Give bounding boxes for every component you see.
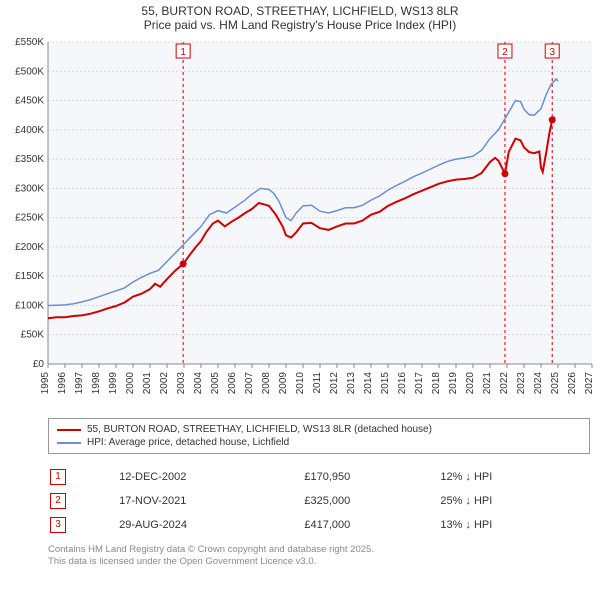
event-row: 1 12-DEC-2002£170,95012% ↓ HPI (50, 466, 588, 488)
svg-text:2020: 2020 (465, 372, 476, 395)
events-table: 1 12-DEC-2002£170,95012% ↓ HPI 2 17-NOV-202… (48, 464, 590, 538)
legend-label: HPI: Average price, detached house, Lich… (87, 437, 289, 448)
svg-text:£450K: £450K (15, 96, 44, 107)
svg-text:2023: 2023 (516, 372, 527, 395)
event-marker: 3 (50, 517, 66, 533)
svg-text:2013: 2013 (346, 372, 357, 395)
svg-text:1998: 1998 (91, 372, 102, 395)
svg-text:1: 1 (180, 47, 186, 58)
svg-text:2022: 2022 (499, 372, 510, 395)
event-delta: 13% ↓ HPI (440, 514, 588, 536)
svg-text:£400K: £400K (15, 125, 44, 136)
svg-text:£50K: £50K (21, 330, 45, 341)
title-block: 55, BURTON ROAD, STREETHAY, LICHFIELD, W… (0, 0, 600, 34)
svg-text:1996: 1996 (57, 372, 68, 395)
svg-text:2016: 2016 (397, 372, 408, 395)
svg-text:2000: 2000 (125, 372, 136, 395)
event-price: £170,950 (304, 466, 438, 488)
svg-text:2: 2 (502, 47, 508, 58)
svg-text:2006: 2006 (227, 372, 238, 395)
svg-text:2026: 2026 (567, 372, 578, 395)
chart-svg: £0 £50K £100K £150K £200K £250K £300K £350K £400… (0, 34, 600, 414)
svg-text:2001: 2001 (142, 372, 153, 395)
svg-text:£250K: £250K (15, 213, 44, 224)
event-marker: 2 (50, 493, 66, 509)
legend-label: 55, BURTON ROAD, STREETHAY, LICHFIELD, W… (87, 424, 432, 435)
event-price: £325,000 (304, 490, 438, 512)
svg-text:2017: 2017 (414, 372, 425, 395)
svg-text:2005: 2005 (210, 372, 221, 395)
chart-container: 55, BURTON ROAD, STREETHAY, LICHFIELD, W… (0, 0, 600, 590)
svg-text:£100K: £100K (15, 300, 44, 311)
svg-text:2011: 2011 (312, 372, 323, 394)
svg-text:2021: 2021 (482, 372, 493, 395)
event-delta: 12% ↓ HPI (440, 466, 588, 488)
legend-swatch (57, 442, 81, 444)
svg-text:£150K: £150K (15, 271, 44, 282)
svg-text:2012: 2012 (329, 372, 340, 395)
event-delta: 25% ↓ HPI (440, 490, 588, 512)
legend-row: HPI: Average price, detached house, Lich… (57, 436, 581, 449)
svg-text:1999: 1999 (108, 372, 119, 395)
svg-text:£350K: £350K (15, 154, 44, 165)
svg-text:£200K: £200K (15, 242, 44, 253)
event-price: £417,000 (304, 514, 438, 536)
svg-text:£500K: £500K (15, 66, 44, 77)
svg-text:2024: 2024 (533, 372, 544, 395)
title-line1: 55, BURTON ROAD, STREETHAY, LICHFIELD, W… (0, 4, 600, 18)
svg-text:2014: 2014 (363, 372, 374, 395)
event-marker: 1 (50, 469, 66, 485)
event-row: 2 17-NOV-2021£325,00025% ↓ HPI (50, 490, 588, 512)
legend-box: 55, BURTON ROAD, STREETHAY, LICHFIELD, W… (48, 418, 590, 454)
svg-text:£550K: £550K (15, 37, 44, 48)
event-row: 3 29-AUG-2024£417,00013% ↓ HPI (50, 514, 588, 536)
title-line2: Price paid vs. HM Land Registry's House … (0, 18, 600, 32)
svg-text:2018: 2018 (431, 372, 442, 395)
svg-text:2008: 2008 (261, 372, 272, 395)
svg-text:£0: £0 (33, 359, 45, 370)
svg-text:2015: 2015 (380, 372, 391, 395)
svg-text:1995: 1995 (40, 372, 51, 395)
svg-text:2002: 2002 (159, 372, 170, 395)
svg-text:3: 3 (549, 47, 555, 58)
svg-text:2007: 2007 (244, 372, 255, 395)
event-date: 29-AUG-2024 (119, 514, 302, 536)
footer-line2: This data is licensed under the Open Gov… (48, 556, 590, 568)
legend-row: 55, BURTON ROAD, STREETHAY, LICHFIELD, W… (57, 423, 581, 436)
svg-text:£300K: £300K (15, 183, 44, 194)
event-date: 12-DEC-2002 (119, 466, 302, 488)
legend-swatch (57, 429, 81, 431)
chart-area: £0 £50K £100K £150K £200K £250K £300K £350K £400… (0, 34, 600, 414)
footer-note: Contains HM Land Registry data © Crown c… (48, 544, 590, 568)
svg-text:2019: 2019 (448, 372, 459, 395)
svg-text:2027: 2027 (584, 372, 595, 395)
svg-text:2025: 2025 (550, 372, 561, 395)
svg-text:2010: 2010 (295, 372, 306, 395)
footer-line1: Contains HM Land Registry data © Crown c… (48, 544, 590, 556)
svg-text:1997: 1997 (74, 372, 85, 395)
svg-text:2009: 2009 (278, 372, 289, 395)
svg-text:2004: 2004 (193, 372, 204, 395)
svg-text:2003: 2003 (176, 372, 187, 395)
event-date: 17-NOV-2021 (119, 490, 302, 512)
